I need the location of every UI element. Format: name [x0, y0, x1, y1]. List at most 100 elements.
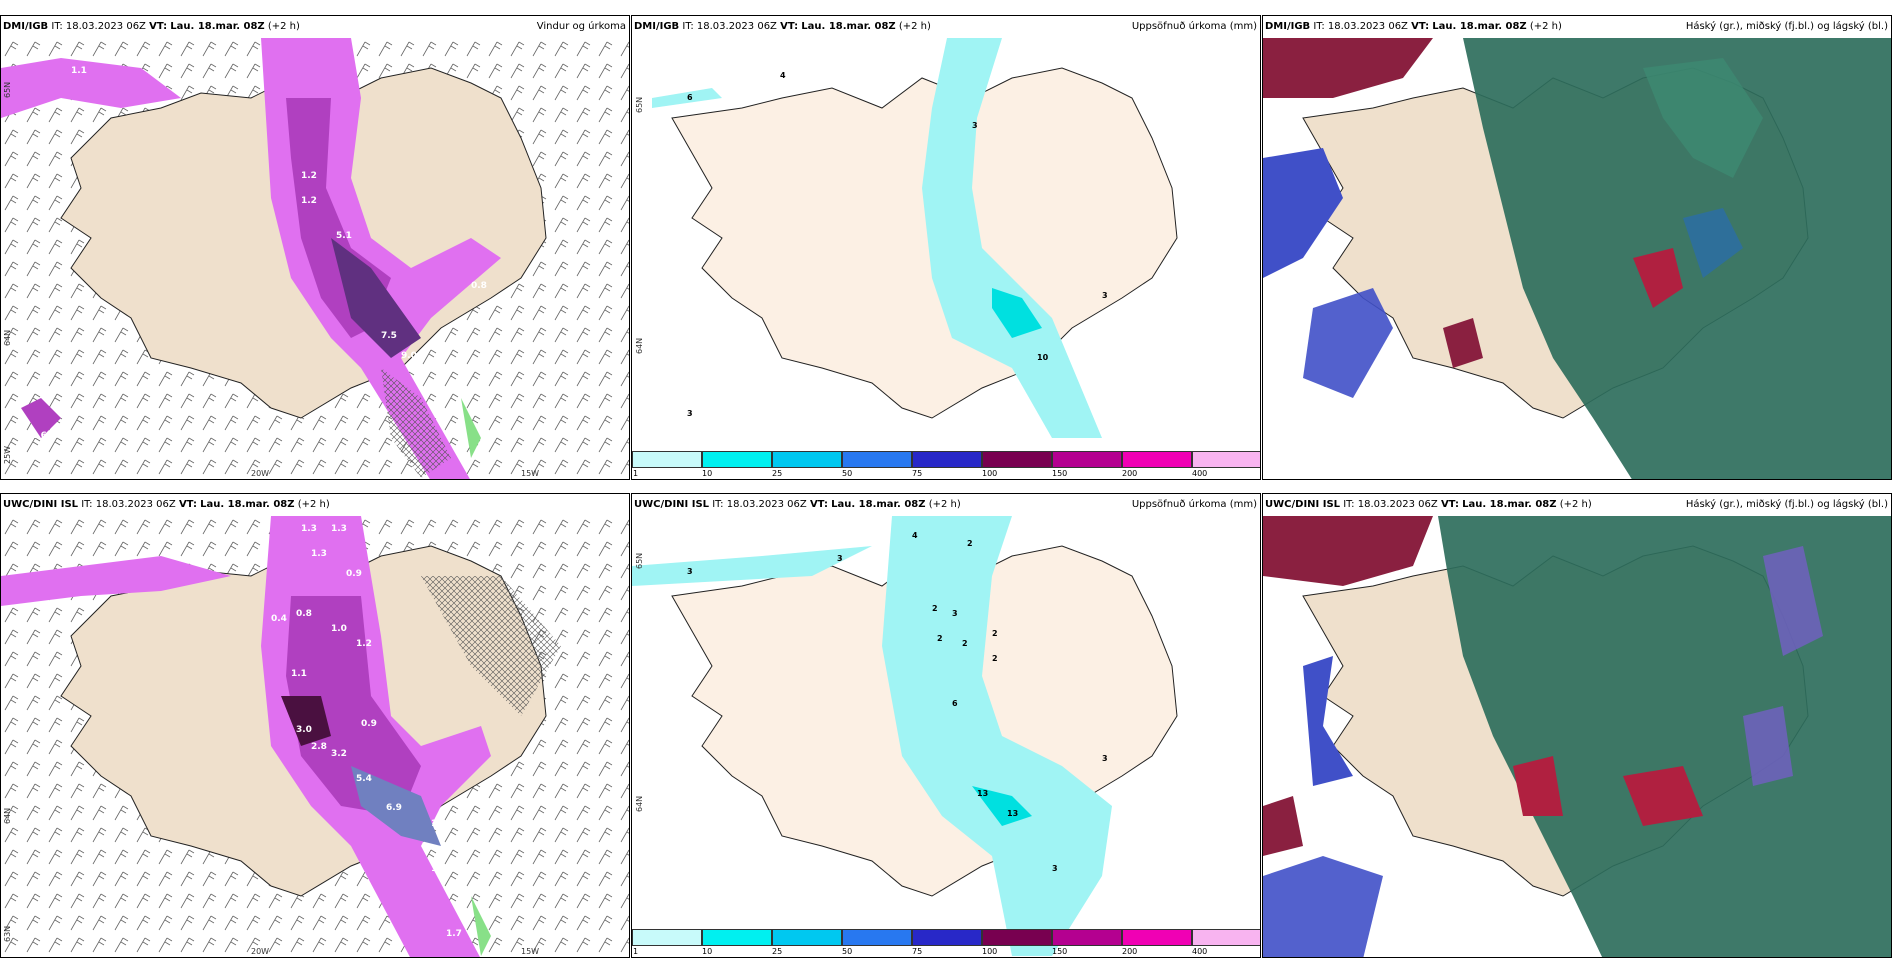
lat-label-65n: 65N: [635, 552, 644, 569]
svg-text:1.1: 1.1: [291, 669, 307, 679]
init-time: 18.03.2023 06Z: [65, 21, 146, 32]
panel-header: UWC/DINI ISL IT: 18.03.2023 06Z VT: Lau.…: [1263, 494, 1891, 516]
colorbar-label: 1: [633, 469, 639, 478]
panel-title: Uppsöfnuð úrkoma (mm): [1131, 499, 1257, 510]
svg-text:1.2: 1.2: [356, 639, 372, 649]
svg-text:4: 4: [912, 531, 918, 540]
panel-header: DMI/IGB IT: 18.03.2023 06Z VT: Lau. 18.m…: [1, 16, 629, 38]
colorbar-label: 100: [982, 947, 998, 956]
vt-label: VT:: [780, 21, 799, 32]
svg-text:7.5: 7.5: [381, 331, 397, 341]
init-time: 18.03.2023 06Z: [1357, 499, 1438, 510]
map-accum-precip: 3 4 2 3 2 3 2 2 2 2 6 13 13 3 3: [632, 516, 1178, 956]
colorbar-swatch-5: [912, 451, 982, 468]
colorbar-swatch-7: [1052, 929, 1122, 946]
svg-text:0.5: 0.5: [121, 56, 137, 66]
svg-text:2.8: 2.8: [311, 742, 327, 752]
model-name: DMI/IGB: [634, 21, 680, 32]
svg-text:6: 6: [952, 699, 958, 708]
colorbar-label: 10: [702, 947, 713, 956]
low-cloud-area: [1263, 148, 1343, 278]
lead-time: (+2 h): [297, 499, 330, 510]
model-name: UWC/DINI ISL: [634, 499, 710, 510]
init-time: 18.03.2023 06Z: [696, 21, 777, 32]
colorbar-swatch-4: [842, 929, 912, 946]
svg-text:3: 3: [837, 554, 843, 563]
model-name: DMI/IGB: [1265, 21, 1311, 32]
svg-text:1.6: 1.6: [31, 431, 47, 441]
iceland-land: [671, 67, 1178, 419]
colorbar-swatch-6: [982, 451, 1052, 468]
valid-time: Lau. 18.mar. 08Z: [170, 21, 265, 32]
panel-header: DMI/IGB IT: 18.03.2023 06Z VT: Lau. 18.m…: [1263, 16, 1891, 38]
lon-label-20w: 20W: [251, 469, 269, 478]
colorbar-swatch-1: [632, 451, 702, 468]
model-name: UWC/DINI ISL: [3, 499, 79, 510]
svg-text:1.3: 1.3: [301, 524, 317, 534]
map-wind-precip: 20W 15W 0.5 1.1 1.2 1.2 7.5 9.0 5.1 0.8 1.6: [1, 38, 629, 479]
lat-label-63n: 63N: [3, 925, 12, 942]
panel-header: DMI/IGB IT: 18.03.2023 06Z VT: Lau. 18.m…: [632, 16, 1260, 38]
svg-text:3: 3: [687, 567, 693, 576]
colorbar-label: 150: [1052, 947, 1068, 956]
svg-text:0.8: 0.8: [471, 281, 487, 291]
colorbar-label: 200: [1122, 469, 1138, 478]
it-label: IT:: [81, 499, 93, 510]
it-label: IT:: [1313, 21, 1325, 32]
colorbar-label: 400: [1192, 947, 1208, 956]
lat-label-64n: 64N: [3, 807, 12, 824]
panel-title: Háský (gr.), miðský (fj.bl.) og lágský (…: [1685, 499, 1888, 510]
svg-text:2: 2: [992, 629, 998, 638]
init-time: 18.03.2023 06Z: [726, 499, 807, 510]
vt-label: VT:: [809, 499, 828, 510]
colorbar-swatch-5: [912, 929, 982, 946]
panel-header: UWC/DINI ISL IT: 18.03.2023 06Z VT: Lau.…: [632, 494, 1260, 516]
valid-time: Lau. 18.mar. 08Z: [1462, 499, 1557, 510]
colorbar-swatch-9: [1192, 451, 1260, 468]
svg-text:2: 2: [937, 634, 943, 643]
svg-text:1.2: 1.2: [301, 196, 317, 206]
precip-core: [331, 238, 421, 358]
svg-text:3: 3: [687, 409, 693, 418]
map-cloud-layers: [1263, 516, 1891, 957]
it-label: IT:: [682, 21, 694, 32]
svg-text:13: 13: [1007, 809, 1018, 818]
svg-text:0.9: 0.9: [361, 719, 377, 729]
panel-wind-precip-uwc: UWC/DINI ISL IT: 18.03.2023 06Z VT: Lau.…: [0, 493, 630, 958]
svg-text:1.3: 1.3: [431, 864, 447, 874]
colorbar-swatch-3: [772, 929, 842, 946]
svg-text:2: 2: [992, 654, 998, 663]
svg-text:3: 3: [1052, 864, 1058, 873]
svg-text:5.1: 5.1: [336, 231, 352, 241]
svg-text:6.9: 6.9: [386, 803, 402, 813]
colorbar-swatch-9: [1192, 929, 1260, 946]
svg-text:3: 3: [972, 121, 978, 130]
svg-text:13: 13: [977, 789, 988, 798]
svg-text:3: 3: [1102, 754, 1108, 763]
svg-text:1.2: 1.2: [301, 171, 317, 181]
colorbar-swatch-8: [1122, 929, 1192, 946]
lead-time: (+2 h): [928, 499, 961, 510]
init-time: 18.03.2023 06Z: [95, 499, 176, 510]
lat-label-64n: 64N: [635, 337, 644, 354]
lead-time: (+2 h): [1529, 21, 1562, 32]
colorbar-swatch-3: [772, 451, 842, 468]
svg-text:10: 10: [1037, 353, 1049, 362]
svg-text:0.4: 0.4: [271, 614, 287, 624]
panel-title: Vindur og úrkoma: [536, 21, 626, 32]
it-label: IT:: [712, 499, 724, 510]
lat-label-65n: 65N: [3, 81, 12, 98]
valid-time: Lau. 18.mar. 08Z: [200, 499, 295, 510]
colorbar-swatch-2: [702, 929, 772, 946]
colorbar-swatch-2: [702, 451, 772, 468]
lat-label-64n: 64N: [635, 795, 644, 812]
model-name: UWC/DINI ISL: [1265, 499, 1341, 510]
svg-text:2: 2: [967, 539, 973, 548]
vt-label: VT:: [1440, 499, 1459, 510]
panel-title: Háský (gr.), miðský (fj.bl.) og lágský (…: [1685, 21, 1888, 32]
colorbar-label: 25: [772, 469, 783, 478]
panel-accum-uwc: UWC/DINI ISL IT: 18.03.2023 06Z VT: Lau.…: [631, 493, 1261, 958]
colorbar: 1 10 25 50 75 100 150 200 400: [632, 927, 1260, 957]
colorbar-label: 75: [912, 469, 923, 478]
svg-text:3: 3: [952, 609, 958, 618]
